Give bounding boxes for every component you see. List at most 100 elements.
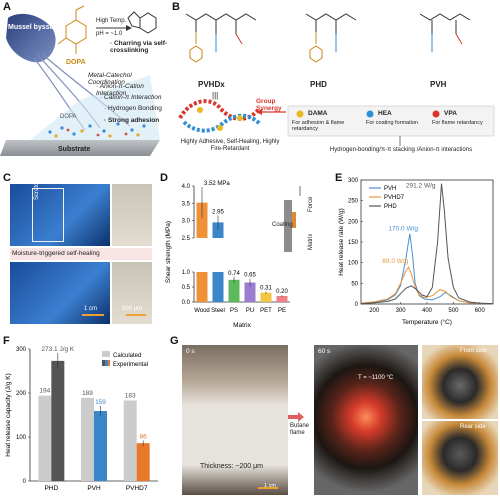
scale-1cm-label: 1 cm xyxy=(84,306,98,312)
f-ytick-label: 100 xyxy=(16,435,27,441)
photo-g-front xyxy=(422,345,498,419)
panel-d: D 0.0 0.5 1.0 2.5 3.0 3.5 4.0 Shear strength (M… xyxy=(160,172,330,330)
f-ytick-label: 200 xyxy=(16,391,27,397)
scale-500um-label: 500 μm xyxy=(122,306,143,312)
f-bar-calculated xyxy=(123,400,137,481)
chart-e: 200 300 400 500 600 0 50 100 150 200 250 300 Heat re… xyxy=(338,178,494,326)
f-bar-calculated xyxy=(38,395,52,481)
panel-e-letter: E xyxy=(335,172,343,184)
dopa-on-surface: DOPA xyxy=(60,114,77,120)
substrate-label: Substrate xyxy=(58,146,91,153)
group-synergy-label: Group Synergy xyxy=(256,98,282,113)
monomer-box xyxy=(287,105,495,137)
condition-top: High Temp. xyxy=(96,18,127,24)
panel-b-structures xyxy=(178,13,495,146)
panel-b-letter: B xyxy=(172,1,180,13)
f-legend-swatch-exp-1 xyxy=(102,360,105,366)
d-value-label: 2.95 xyxy=(212,209,224,215)
d-bar-upper xyxy=(212,222,224,238)
d-category-label: Wood xyxy=(194,308,210,314)
arrow-flame xyxy=(288,409,304,422)
f-bar-experimental xyxy=(51,360,65,481)
d-bar xyxy=(260,292,272,302)
d-xlabel: Matrix xyxy=(233,322,251,329)
f-legend-label-experimental: Experimental xyxy=(113,362,148,368)
mussel-label: Mussel byssus xyxy=(8,24,58,31)
f-bar-experimental xyxy=(136,443,150,481)
monomer-dama-name: DAMA xyxy=(308,110,328,117)
e-ytick-label: 100 xyxy=(348,261,359,267)
g-time60: 60 s xyxy=(318,348,331,355)
monomer-dama-desc: For adhesion & flame retardancy xyxy=(292,120,345,133)
panel-f-letter: F xyxy=(3,335,10,347)
e-series-line xyxy=(360,183,494,305)
polymer-pvhdx: PVHDx xyxy=(198,80,225,89)
photo-scratched xyxy=(10,184,110,246)
d-bar-lower xyxy=(196,272,208,302)
e-ytick-label: 300 xyxy=(348,178,359,184)
d-inset-coating xyxy=(292,212,296,228)
e-legend-label: PVH xyxy=(384,186,396,192)
d-value-label: 0.20 xyxy=(276,289,288,295)
interactions-note: Hydrogen-bonding/π-π stacking /Anion-π i… xyxy=(329,147,473,153)
dopa-label: DOPA xyxy=(66,59,86,66)
e-series-line xyxy=(360,233,494,305)
polymer-chain-coil xyxy=(178,99,262,133)
d-bar xyxy=(228,279,240,302)
e-xlabel: Temperature (°C) xyxy=(402,318,452,326)
f-value-experimental: 159 xyxy=(95,399,106,406)
e-xtick-label: 300 xyxy=(396,308,407,314)
photo-healed-micro xyxy=(112,262,152,324)
e-xtick-label: 200 xyxy=(369,308,380,314)
panel-d-letter: D xyxy=(160,172,168,184)
g-thickness: Thickness: ~200 μm xyxy=(200,463,263,470)
f-category-label: PHD xyxy=(44,485,58,492)
scalebar-500um xyxy=(126,314,146,316)
d-ytick-label: 3.5 xyxy=(182,201,191,207)
g-time0: 0 s xyxy=(186,348,195,355)
panel-f: F 0 100 200 300 Heat release capacity (J/g K… xyxy=(0,335,165,501)
matrix-label: Matrix xyxy=(308,233,314,250)
interaction-3: · Cation-π Interaction xyxy=(100,94,162,101)
e-xtick-label: 500 xyxy=(448,308,459,314)
monomer-hea-name: HEA xyxy=(378,110,392,117)
condition-bottom: pH = ~1.0 xyxy=(96,31,123,37)
substrate-slab xyxy=(0,140,160,156)
d-value-label: 3.52 MPa xyxy=(204,181,230,187)
f-legend-swatch-exp-3 xyxy=(108,360,110,366)
d-ytick-label: 4.0 xyxy=(182,184,191,190)
e-legend-label: PVHD7 xyxy=(384,195,405,201)
interaction-5: · Strong adhesion xyxy=(104,117,160,124)
d-bar xyxy=(244,282,256,302)
charring-label: · Charring via self-crosslinking xyxy=(110,40,168,55)
polymer-phd: PHD xyxy=(310,80,327,89)
scratch-box xyxy=(32,188,64,242)
photo-g-0s xyxy=(182,345,288,495)
e-legend-label: PHD xyxy=(384,204,397,210)
panel-g-letter: G xyxy=(170,335,179,347)
d-value-label: 0.31 xyxy=(260,286,272,292)
e-annotation-phd: 291.2 W/g xyxy=(406,183,436,190)
d-ylabel: Shear strength (MPa) xyxy=(165,221,172,283)
d-category-label: PET xyxy=(260,308,272,314)
d-value-label: 0.74 xyxy=(228,271,240,277)
g-front: Front side xyxy=(460,348,487,354)
scratch-label: Scratch area xyxy=(34,165,40,200)
e-ytick-label: 0 xyxy=(355,302,359,308)
f-legend-swatch-calculated xyxy=(102,351,110,357)
f-ytick-label: 0 xyxy=(23,479,27,485)
interaction-2: · Anion-π-Cation Interaction xyxy=(96,83,144,98)
monomer-hea-desc: For coating formation xyxy=(366,120,418,126)
f-ylabel: Heat release capacity (J/g K) xyxy=(5,373,12,456)
e-ylabel: Heat release rate (W/g) xyxy=(338,208,345,276)
d-inset-matrix xyxy=(284,200,292,252)
interaction-4: · Hydrogen Bonding xyxy=(104,105,162,112)
e-ytick-label: 250 xyxy=(348,199,359,205)
d-ytick-label: 0.5 xyxy=(182,285,191,291)
f-value-experimental: 273.1 J/g K xyxy=(41,346,75,353)
interaction-1: Metal-Catechol Coordination xyxy=(88,72,132,87)
photo-g-rear xyxy=(422,421,498,495)
f-ytick-label: 300 xyxy=(16,347,27,353)
d-bar xyxy=(276,296,288,302)
panel-g: G 0 s Thickness: ~200 μm 1 cm Butane fla… xyxy=(170,335,500,501)
